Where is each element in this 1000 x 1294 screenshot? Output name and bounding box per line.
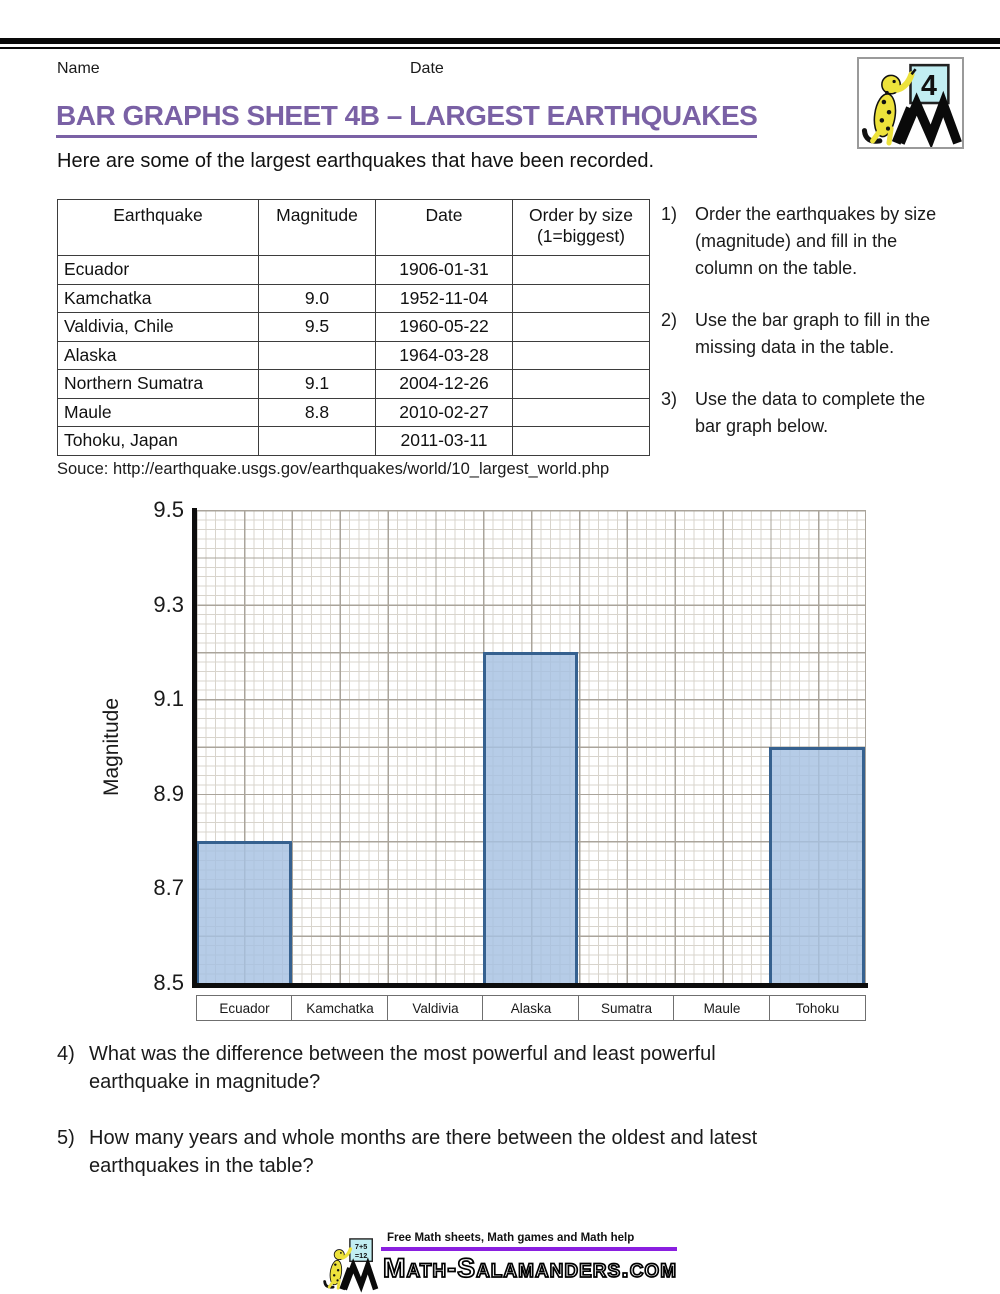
table-header-row: Earthquake Magnitude Date Order by size … xyxy=(57,199,650,256)
date-label: Date xyxy=(410,60,444,77)
footer-text-block: Free Math sheets, Math games and Math he… xyxy=(380,1230,678,1284)
question-number: 5) xyxy=(57,1127,75,1149)
instruction-text: Use the data to complete the bar graph b… xyxy=(695,389,926,436)
cell-magnitude: 9.5 xyxy=(258,312,376,342)
intro-text: Here are some of the largest earthquakes… xyxy=(57,150,655,172)
cell-earthquake: Alaska xyxy=(57,340,259,370)
cell-magnitude xyxy=(258,340,376,370)
name-label: Name xyxy=(57,60,100,77)
table-row: Kamchatka 9.0 1952-11-04 xyxy=(57,283,650,313)
instruction-number: 2) xyxy=(661,310,678,330)
question-number: 4) xyxy=(57,1043,75,1065)
bar-alaska xyxy=(482,651,579,983)
x-label-kamchatka: Kamchatka xyxy=(291,995,389,1021)
salamander-logo-icon: 4 xyxy=(861,63,962,150)
instruction-text: Order the earthquakes by size (magnitude… xyxy=(695,204,937,278)
table-row: Valdivia, Chile 9.5 1960-05-22 xyxy=(57,312,650,342)
cell-order-blank xyxy=(512,340,650,370)
cell-order-blank xyxy=(512,397,650,427)
cell-earthquake: Valdivia, Chile xyxy=(57,312,259,342)
footer-tagline: Free Math sheets, Math games and Math he… xyxy=(386,1232,635,1244)
cell-magnitude: 9.0 xyxy=(258,283,376,313)
table-row: Ecuador 1906-01-31 xyxy=(57,255,650,285)
cell-earthquake: Northern Sumatra xyxy=(57,369,259,399)
top-rule-thick xyxy=(0,38,1000,44)
footer-salamander-icon: 7+5 =12 xyxy=(323,1238,379,1293)
cell-order-blank xyxy=(512,312,650,342)
header-order: Order by size (1=biggest) xyxy=(512,199,650,256)
header-order-line2: (1=biggest) xyxy=(536,226,626,246)
y-axis-line xyxy=(192,508,197,987)
page-title: BAR GRAPHS SHEET 4B – LARGEST EARTHQUAKE… xyxy=(56,100,758,138)
instruction-number: 1) xyxy=(661,204,678,224)
footer-badge-line1: 7+5 xyxy=(355,1242,367,1251)
x-label-alaska: Alaska xyxy=(482,995,580,1021)
footer-accent-rule xyxy=(380,1247,678,1251)
cell-order-blank xyxy=(512,255,650,285)
bar-tohoku xyxy=(769,746,865,983)
y-tick-label: 9.5 xyxy=(153,497,184,522)
header-order-line1: Order by size xyxy=(528,205,634,225)
x-label-ecuador: Ecuador xyxy=(196,995,294,1021)
x-axis-labels: Ecuador Kamchatka Valdivia Alaska Sumatra Mau… xyxy=(196,995,866,1021)
cell-earthquake: Tohoku, Japan xyxy=(57,426,259,456)
cell-order-blank xyxy=(512,369,650,399)
x-label-sumatra: Sumatra xyxy=(577,995,676,1021)
header-magnitude: Magnitude xyxy=(258,199,376,256)
y-tick-label: 8.7 xyxy=(153,875,184,900)
cell-date: 1964-03-28 xyxy=(375,340,513,370)
footer-site-name: Math-Salamanders.com xyxy=(382,1252,678,1284)
footer-badge-line2: =12 xyxy=(355,1251,367,1260)
instructions-list: 1) Order the earthquakes by size (magnit… xyxy=(661,201,961,465)
x-label-maule: Maule xyxy=(673,995,771,1021)
plot-area xyxy=(196,510,866,983)
question-4: 4) What was the difference between the m… xyxy=(57,1040,789,1097)
instruction-text: Use the bar graph to fill in the missing… xyxy=(695,310,931,357)
question-5: 5) How many years and whole months are t… xyxy=(57,1124,789,1181)
x-axis-line xyxy=(192,983,868,988)
top-rule-thin xyxy=(0,47,1000,49)
y-tick-label: 9.3 xyxy=(153,592,184,617)
question-text: How many years and whole months are ther… xyxy=(89,1127,758,1178)
cell-date: 2010-02-27 xyxy=(375,397,513,427)
cell-order-blank xyxy=(512,283,650,313)
instruction-1: 1) Order the earthquakes by size (magnit… xyxy=(661,201,961,282)
cell-date: 2004-12-26 xyxy=(375,369,513,399)
bar-ecuador xyxy=(196,841,292,983)
math-salamanders-corner-logo: 4 xyxy=(857,57,964,150)
cell-date: 2011-03-11 xyxy=(375,426,513,456)
y-tick-label: 9.1 xyxy=(153,686,184,711)
cell-magnitude xyxy=(258,426,376,456)
table-row: Tohoku, Japan 2011-03-11 xyxy=(57,426,650,456)
table-row: Northern Sumatra 9.1 2004-12-26 xyxy=(57,369,650,399)
cell-order-blank xyxy=(512,426,650,456)
header-earthquake: Earthquake xyxy=(57,199,259,256)
source-citation: Souce: http://earthquake.usgs.gov/earthq… xyxy=(57,460,610,478)
cell-magnitude: 9.1 xyxy=(258,369,376,399)
cell-date: 1906-01-31 xyxy=(375,255,513,285)
instruction-number: 3) xyxy=(661,389,678,409)
x-label-tohoku: Tohoku xyxy=(768,995,866,1021)
table-row: Alaska 1964-03-28 xyxy=(57,340,650,370)
x-label-valdivia: Valdivia xyxy=(386,995,485,1021)
y-tick-label: 8.9 xyxy=(153,781,184,806)
header-date: Date xyxy=(375,199,513,256)
cell-date: 1960-05-22 xyxy=(375,312,513,342)
table-row: Maule 8.8 2010-02-27 xyxy=(57,397,650,427)
instruction-2: 2) Use the bar graph to fill in the miss… xyxy=(661,307,961,361)
cell-earthquake: Ecuador xyxy=(57,255,259,285)
cell-earthquake: Maule xyxy=(57,397,259,427)
instruction-3: 3) Use the data to complete the bar grap… xyxy=(661,386,961,440)
footer-logo-block: 7+5 =12 Free Math sheets, Math games and… xyxy=(323,1230,678,1294)
footer: 7+5 =12 Free Math sheets, Math games and… xyxy=(0,1230,1000,1294)
cell-earthquake: Kamchatka xyxy=(57,283,259,313)
corner-badge-number: 4 xyxy=(921,70,937,102)
earthquake-table: Earthquake Magnitude Date Order by size … xyxy=(57,199,650,456)
y-tick-label: 8.5 xyxy=(153,970,184,995)
cell-magnitude: 8.8 xyxy=(258,397,376,427)
cell-date: 1952-11-04 xyxy=(375,283,513,313)
cell-magnitude xyxy=(258,255,376,285)
question-text: What was the difference between the most… xyxy=(89,1043,716,1094)
